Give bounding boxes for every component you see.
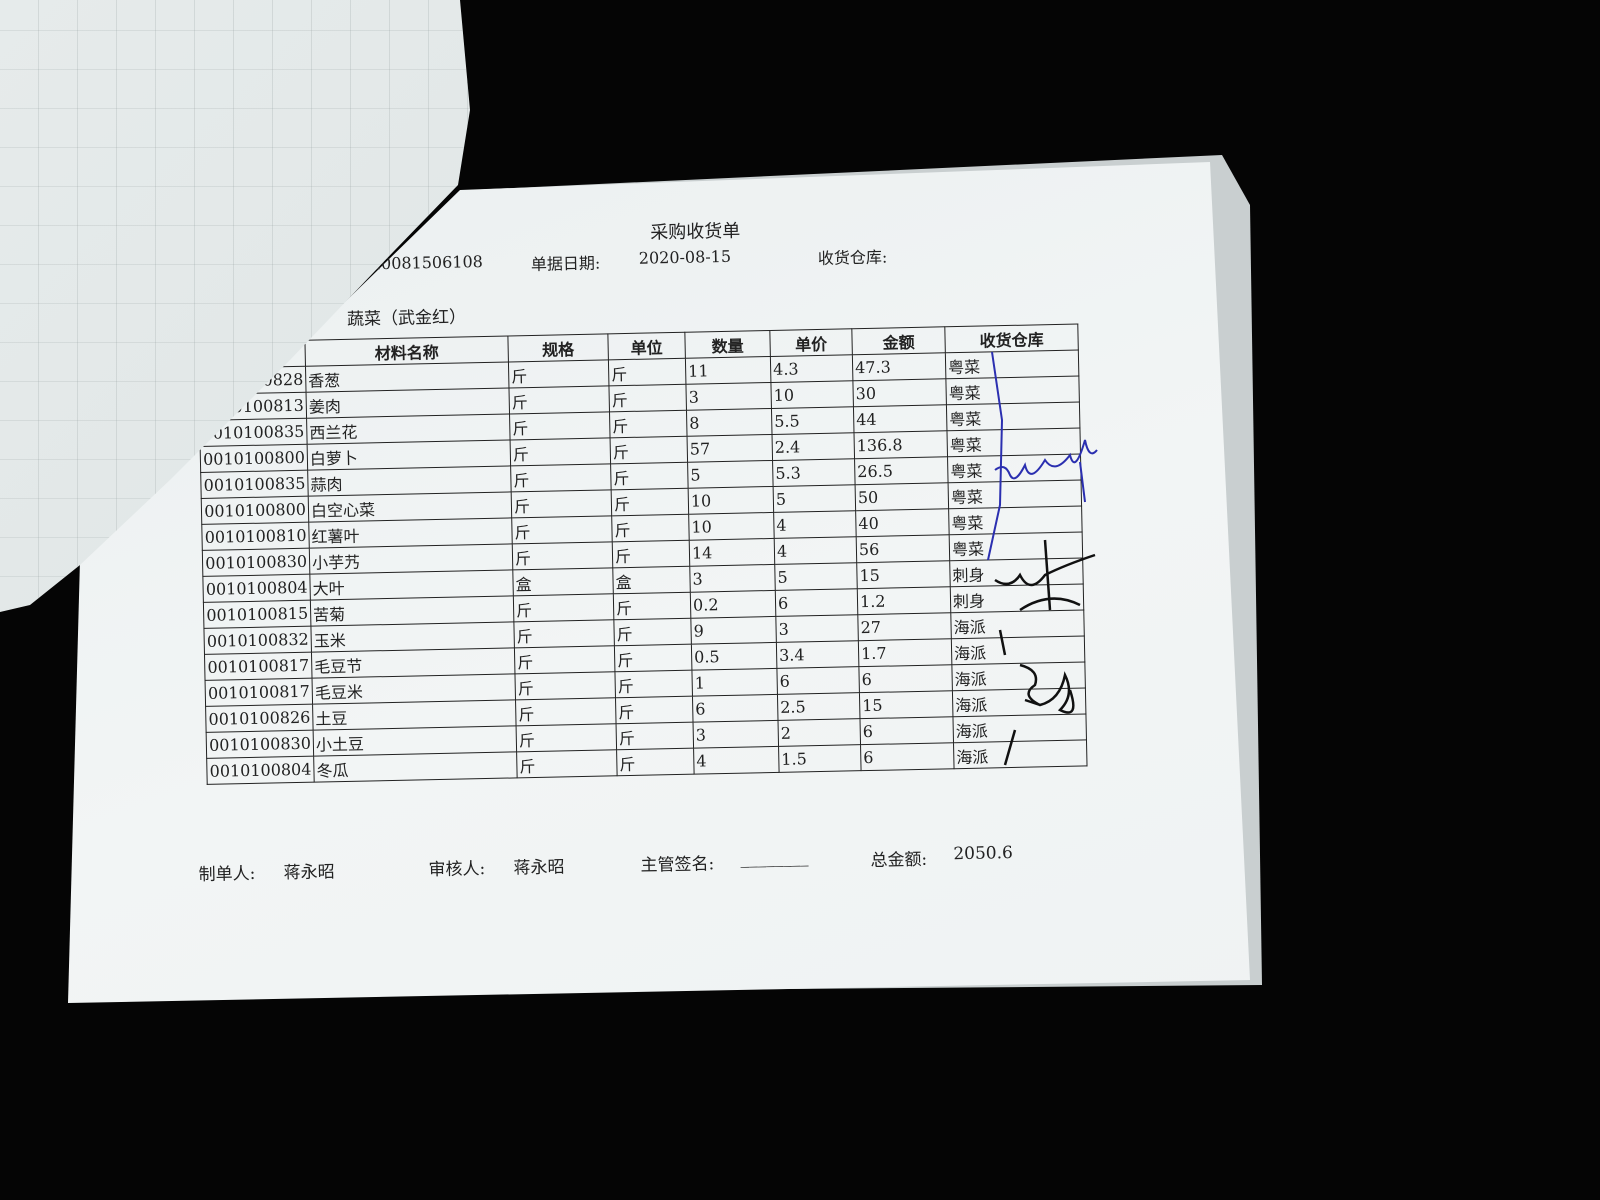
signature-black-1	[994, 539, 1096, 612]
signature-blue-line	[987, 351, 1004, 561]
signature-blue-name	[994, 439, 1098, 503]
signature-black-2	[998, 629, 1075, 766]
